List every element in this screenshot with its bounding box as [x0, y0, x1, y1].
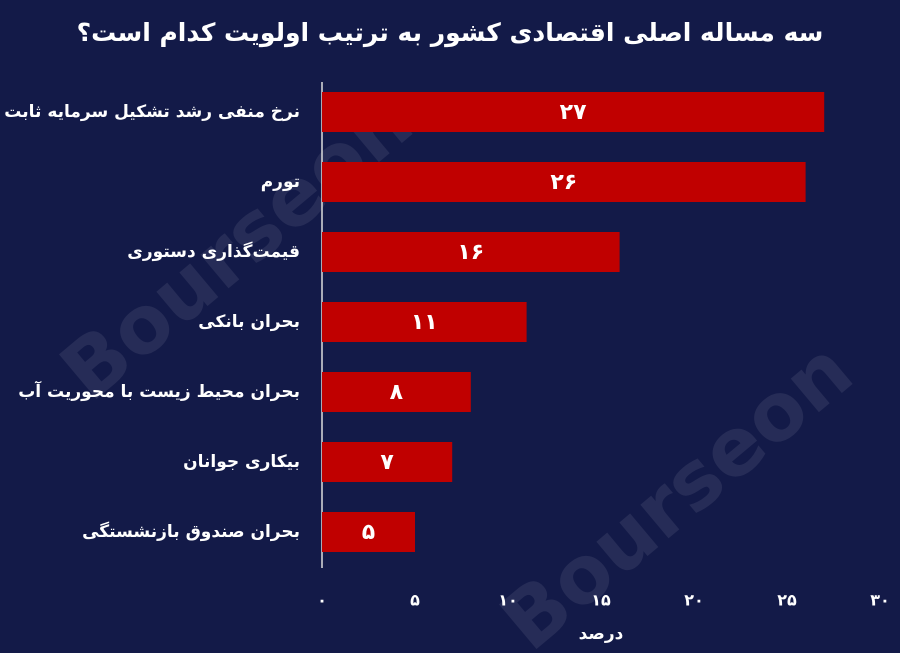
data-label: ۵ [362, 520, 375, 545]
chart-title: سه مساله اصلی اقتصادی کشور به ترتیب اولو… [77, 18, 824, 48]
bar [322, 302, 527, 342]
y-tick-label: بیکاری جوانان [183, 452, 300, 472]
bar [322, 442, 453, 482]
data-label: ۱۱ [411, 310, 438, 335]
x-tick-label: ۳۰ [870, 591, 890, 610]
y-tick-label: قیمت‌گذاری دستوری [127, 241, 300, 262]
x-tick-label: ۰ [317, 591, 327, 610]
bar [322, 372, 471, 412]
bar [322, 232, 620, 272]
bar [322, 512, 415, 552]
data-label: ۱۶ [457, 240, 484, 265]
data-label: ۸ [390, 380, 404, 405]
y-tick-label: نرخ منفی رشد تشکیل سرمایه ثابت [4, 102, 300, 122]
y-tick-label: بحران محیط زیست با محوریت آب [18, 380, 300, 402]
x-tick-label: ۲۰ [684, 591, 704, 610]
x-axis-title: درصد [579, 624, 624, 644]
y-tick-label: تورم [261, 172, 300, 192]
data-label: ۲۷ [560, 100, 587, 125]
x-tick-label: ۲۵ [777, 591, 797, 610]
data-label: ۲۶ [550, 170, 577, 195]
x-tick-label: ۵ [410, 591, 420, 610]
x-tick-label: ۱۵ [591, 591, 611, 610]
y-tick-label: بحران بانکی [198, 312, 300, 332]
bar [322, 92, 825, 132]
data-label: ۷ [380, 450, 394, 475]
bar [322, 162, 806, 202]
x-tick-label: ۱۰ [498, 591, 518, 610]
y-tick-label: بحران صندوق بازنشستگی [82, 521, 300, 542]
